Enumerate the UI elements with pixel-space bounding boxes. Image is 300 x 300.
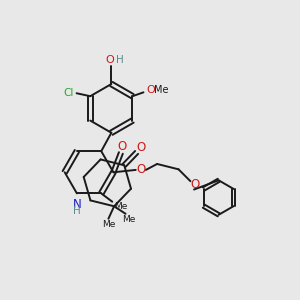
Text: Me: Me — [122, 214, 135, 224]
Text: N: N — [73, 198, 81, 211]
Text: O: O — [118, 140, 127, 153]
Text: O: O — [136, 164, 146, 176]
Text: H: H — [116, 55, 124, 64]
Text: O: O — [106, 55, 114, 64]
Text: O: O — [190, 178, 200, 191]
Text: Me: Me — [115, 202, 128, 211]
Text: H: H — [73, 206, 81, 216]
Text: O: O — [146, 85, 155, 95]
Text: Me: Me — [102, 220, 115, 230]
Text: Cl: Cl — [63, 88, 74, 98]
Text: O: O — [136, 141, 146, 154]
Text: Me: Me — [154, 85, 169, 95]
